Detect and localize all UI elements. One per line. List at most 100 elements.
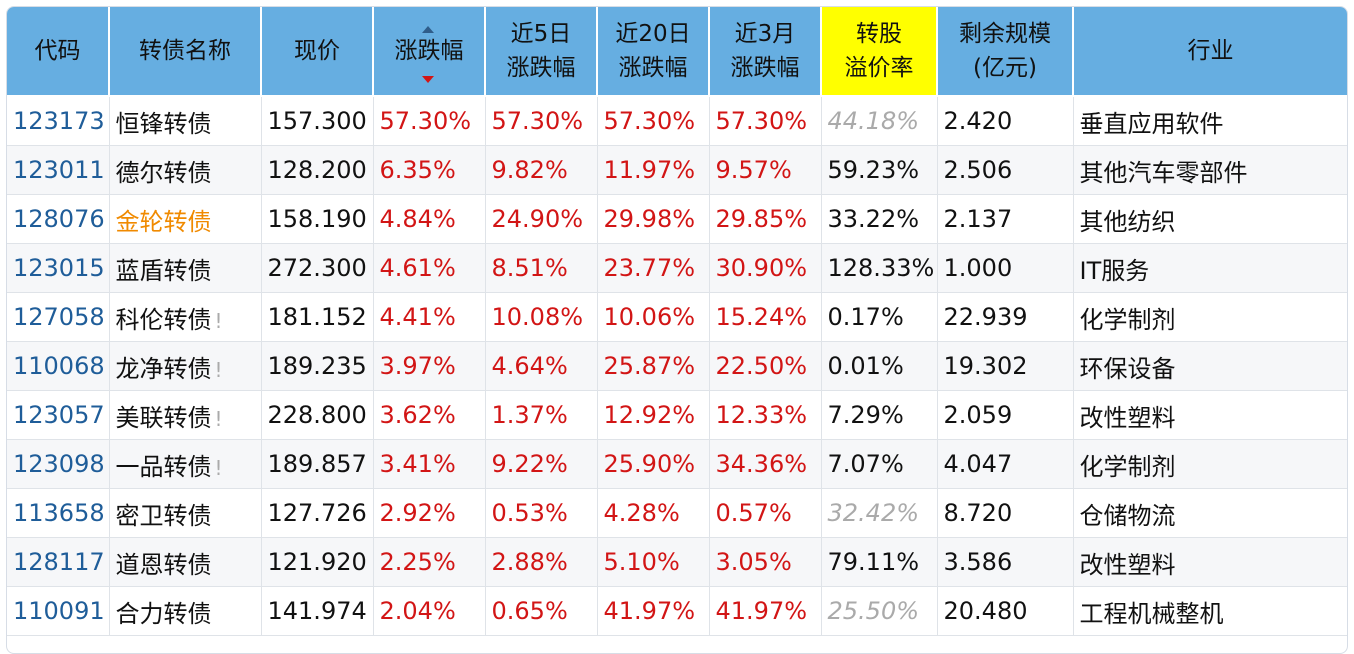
cell-premium: 79.11% [821,537,938,587]
cell-chg5-text: 57.30% [491,107,584,135]
cell-industry: 其他纺织 [1073,194,1347,244]
cell-change-text: 3.62% [379,401,456,429]
table-row[interactable]: 123015 蓝盾转债 272.300 4.61% 8.51% 23.77% 30.90% 1… [7,243,1347,293]
cell-chg3m-text: 3.05% [715,548,792,576]
table-row[interactable]: 123011 德尔转债 128.200 6.35% 9.82% 11.97% 9.57% 59… [7,145,1347,195]
header-premium[interactable]: 转股 溢价率 [821,7,938,97]
cell-chg20: 11.97% [597,145,710,195]
cell-name[interactable]: 美联转债! [109,390,262,440]
cell-change: 3.97% [373,341,486,391]
cell-chg5-text: 10.08% [491,303,584,331]
cell-chg3m: 41.97% [709,586,822,636]
cell-chg5: 8.51% [485,243,598,293]
cell-scale: 2.420 [937,96,1074,146]
cell-name[interactable]: 恒锋转债 [109,96,262,146]
cell-name[interactable]: 蓝盾转债 [109,243,262,293]
cell-chg20-text: 29.98% [603,205,696,233]
cell-price: 121.920 [261,537,374,587]
header-code[interactable]: 代码 [7,7,110,97]
cell-scale-text: 4.047 [943,450,1013,478]
cell-name[interactable]: 合力转债 [109,586,262,636]
cell-chg20-text: 4.28% [603,499,680,527]
cell-name[interactable]: 德尔转债 [109,145,262,195]
cell-code[interactable]: 127058 [7,292,110,342]
cell-name[interactable]: 道恩转债 [109,537,262,587]
table-row[interactable]: 113658 密卫转债 127.726 2.92% 0.53% 4.28% 0.57% 32.… [7,488,1347,538]
cell-code[interactable]: 110091 [7,586,110,636]
cell-chg5-text: 1.37% [491,401,568,429]
cell-premium: 128.33% [821,243,938,293]
cell-scale: 20.480 [937,586,1074,636]
table-row[interactable]: 128076 金轮转债 158.190 4.84% 24.90% 29.98% 29.85%… [7,194,1347,244]
header-change[interactable]: 涨跌幅 [373,7,486,97]
cell-chg5-text: 0.53% [491,499,568,527]
table-row[interactable]: 110091 合力转债 141.974 2.04% 0.65% 41.97% 41.97% 2… [7,586,1347,636]
header-chg5[interactable]: 近5日 涨跌幅 [485,7,598,97]
cell-code[interactable]: 128076 [7,194,110,244]
cell-code[interactable]: 128117 [7,537,110,587]
cell-price: 127.726 [261,488,374,538]
cell-chg20-text: 25.90% [603,450,696,478]
table-row[interactable]: 123098 一品转债! 189.857 3.41% 9.22% 25.90% 34.36%… [7,439,1347,489]
cell-code[interactable]: 113658 [7,488,110,538]
cell-chg3m: 57.30% [709,96,822,146]
cell-price: 189.857 [261,439,374,489]
header-name[interactable]: 转债名称 [109,7,262,97]
cell-price: 181.152 [261,292,374,342]
table-row[interactable]: 123057 美联转债! 228.800 3.62% 1.37% 12.92% 12.33%… [7,390,1347,440]
cell-name[interactable]: 密卫转债 [109,488,262,538]
header-chg3m[interactable]: 近3月 涨跌幅 [709,7,822,97]
cell-code[interactable]: 123098 [7,439,110,489]
cell-change: 2.92% [373,488,486,538]
cell-industry: 垂直应用软件 [1073,96,1347,146]
cell-name[interactable]: 金轮转债 [109,194,262,244]
cell-chg3m-text: 29.85% [715,205,808,233]
cell-code[interactable]: 123015 [7,243,110,293]
cell-chg3m: 0.57% [709,488,822,538]
cell-change-text: 2.04% [379,597,456,625]
cell-code-text: 123173 [13,107,105,135]
cell-name[interactable]: 一品转债! [109,439,262,489]
table-row[interactable]: 128117 道恩转债 121.920 2.25% 2.88% 5.10% 3.05% 79.… [7,537,1347,587]
cell-name-text: 一品转债 [115,452,212,481]
cell-industry: 化学制剂 [1073,292,1347,342]
warning-icon: ! [214,357,223,382]
cell-chg20: 10.06% [597,292,710,342]
cell-industry-text: 垂直应用软件 [1079,109,1224,138]
cell-change: 2.25% [373,537,486,587]
cell-name[interactable]: 龙净转债! [109,341,262,391]
cell-price: 128.200 [261,145,374,195]
cell-chg20-text: 41.97% [603,597,696,625]
cell-scale-text: 3.586 [943,548,1013,576]
cell-scale-text: 2.420 [943,107,1013,135]
cell-chg5: 9.82% [485,145,598,195]
cell-code[interactable]: 123057 [7,390,110,440]
cell-name[interactable]: 科伦转债! [109,292,262,342]
cell-change-text: 4.61% [379,254,456,282]
cell-name-text: 密卫转债 [115,501,212,530]
cell-industry: IT服务 [1073,243,1347,293]
cell-chg3m-text: 34.36% [715,450,808,478]
header-industry[interactable]: 行业 [1073,7,1347,97]
cell-scale: 2.059 [937,390,1074,440]
header-price[interactable]: 现价 [261,7,374,97]
cell-code-text: 123015 [13,254,105,282]
cell-chg3m: 3.05% [709,537,822,587]
table-row[interactable]: 123173 恒锋转债 157.300 57.30% 57.30% 57.30% 57.30… [7,96,1347,146]
table-row[interactable]: 110068 龙净转债! 189.235 3.97% 4.64% 25.87% 22.50%… [7,341,1347,391]
cell-industry-text: 化学制剂 [1079,305,1176,334]
cell-premium: 33.22% [821,194,938,244]
cell-code[interactable]: 110068 [7,341,110,391]
cell-code[interactable]: 123011 [7,145,110,195]
table-header-row: 代码 转债名称 现价 涨跌幅 近5日 涨跌幅 近20日 涨跌幅 近3月 涨跌幅 转股溢… [7,7,1347,97]
header-scale[interactable]: 剩余规模 (亿元) [937,7,1074,97]
header-chg20[interactable]: 近20日 涨跌幅 [597,7,710,97]
cell-change-text: 6.35% [379,156,456,184]
cell-code[interactable]: 123173 [7,96,110,146]
cell-scale-text: 19.302 [943,352,1028,380]
table-row[interactable]: 127058 科伦转债! 181.152 4.41% 10.08% 10.06% 15.24… [7,292,1347,342]
cell-change-text: 3.97% [379,352,456,380]
cell-chg5: 57.30% [485,96,598,146]
cell-industry-text: 环保设备 [1079,354,1176,383]
cell-price: 272.300 [261,243,374,293]
